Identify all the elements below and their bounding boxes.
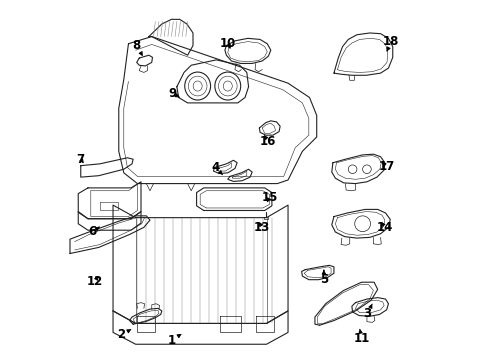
Text: 5: 5 [320, 270, 328, 286]
Text: 7: 7 [77, 153, 85, 166]
Text: 17: 17 [379, 160, 395, 173]
Text: 13: 13 [254, 221, 270, 234]
Text: 1: 1 [168, 334, 181, 347]
Text: 15: 15 [261, 191, 277, 204]
Text: 8: 8 [133, 39, 142, 55]
Text: 16: 16 [260, 135, 276, 148]
Text: 14: 14 [377, 221, 393, 234]
Text: 18: 18 [383, 35, 399, 51]
Text: 3: 3 [364, 304, 372, 320]
Text: 4: 4 [212, 161, 222, 175]
Text: 11: 11 [353, 329, 369, 345]
Text: 6: 6 [88, 225, 99, 238]
Text: 9: 9 [169, 87, 179, 100]
Text: 2: 2 [117, 328, 131, 341]
Text: 10: 10 [220, 36, 236, 50]
Text: 12: 12 [87, 275, 103, 288]
